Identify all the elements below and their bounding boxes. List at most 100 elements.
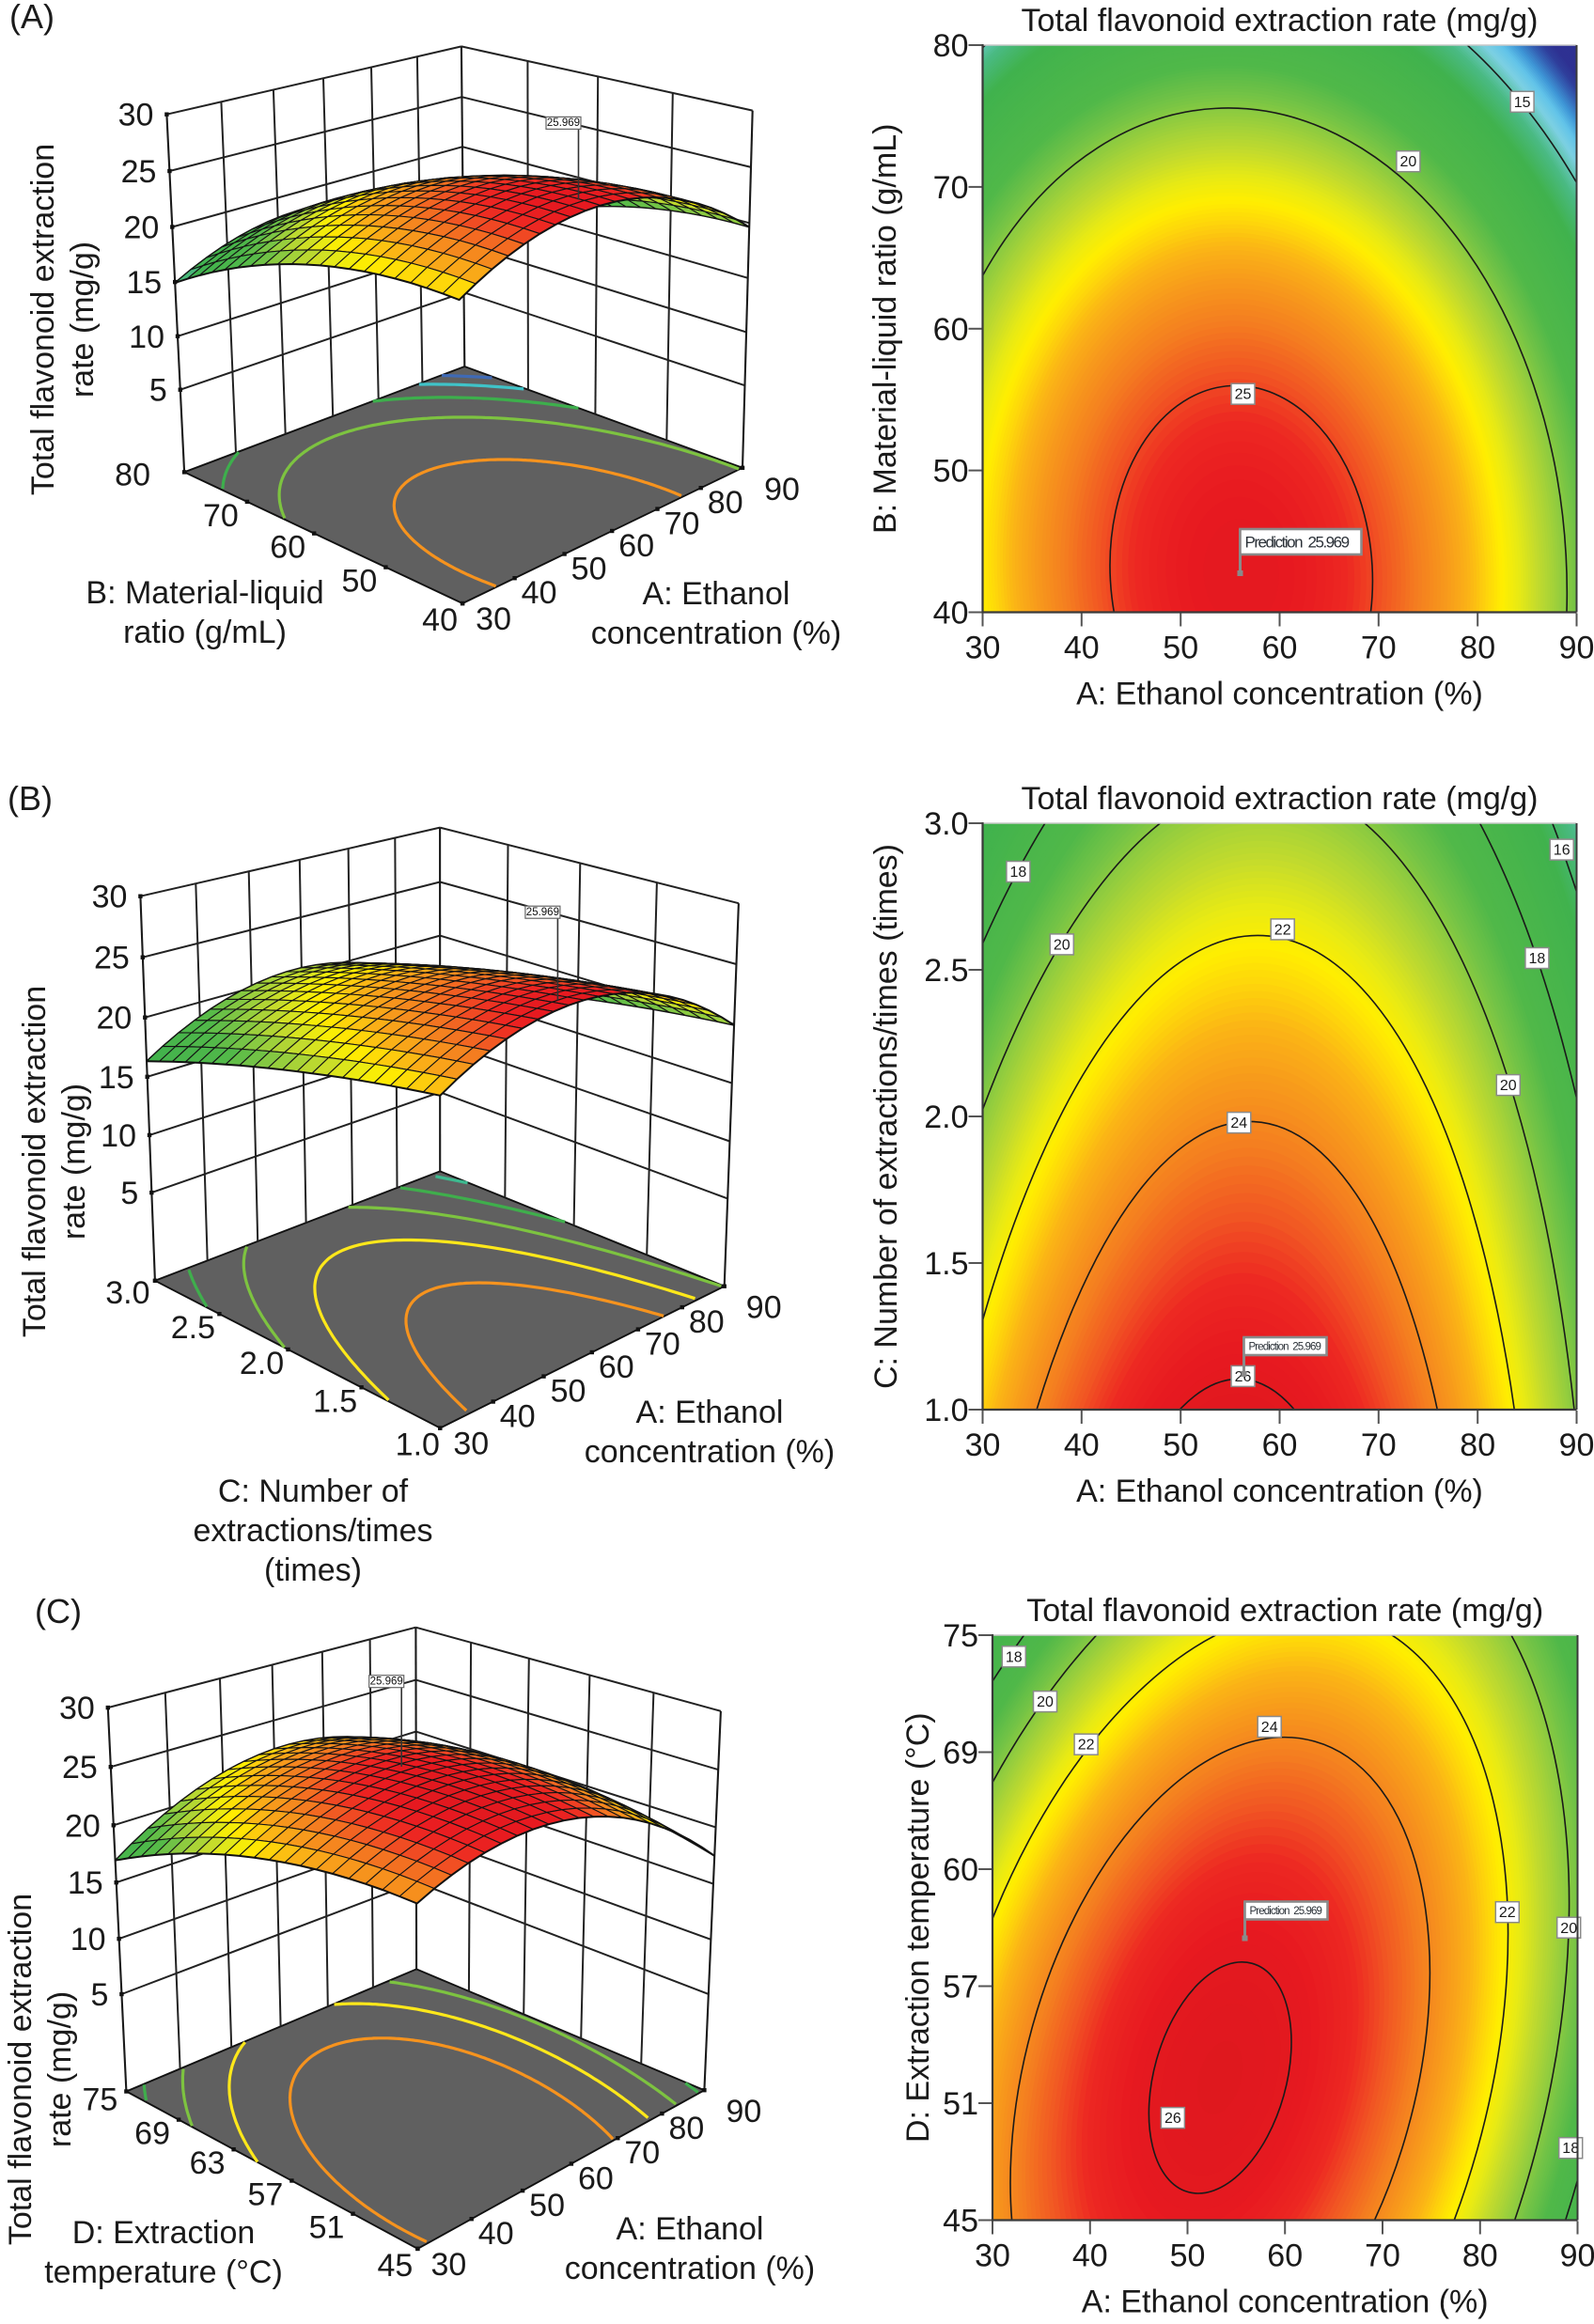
svg-text:(C): (C) (35, 1592, 82, 1630)
svg-text:80: 80 (668, 2111, 704, 2146)
svg-text:45: 45 (377, 2248, 413, 2284)
svg-text:20: 20 (1560, 1921, 1577, 1937)
svg-text:50: 50 (933, 454, 969, 490)
svg-text:40: 40 (422, 602, 458, 638)
svg-text:30: 30 (92, 880, 128, 915)
svg-text:40: 40 (522, 575, 557, 611)
svg-text:60: 60 (599, 1349, 634, 1385)
svg-text:extractions/times: extractions/times (193, 1513, 432, 1549)
svg-text:B: Material-liquid: B: Material-liquid (86, 575, 323, 611)
svg-text:90: 90 (726, 2094, 761, 2129)
svg-text:80: 80 (1460, 1427, 1495, 1463)
svg-text:50: 50 (551, 1374, 586, 1410)
svg-text:(A): (A) (9, 0, 55, 36)
svg-text:30: 30 (453, 1427, 489, 1462)
svg-text:Prediction 25.969: Prediction 25.969 (1249, 1342, 1321, 1353)
svg-text:20: 20 (65, 1808, 101, 1844)
svg-text:50: 50 (529, 2188, 565, 2223)
svg-text:20: 20 (123, 211, 159, 246)
svg-text:A: Ethanol concentration (%): A: Ethanol concentration (%) (1076, 1474, 1483, 1509)
svg-text:18: 18 (1010, 865, 1027, 881)
svg-text:B: Material-liquid ratio (g/mL: B: Material-liquid ratio (g/mL) (867, 124, 903, 534)
svg-text:24: 24 (1230, 1115, 1247, 1131)
svg-text:25: 25 (94, 941, 130, 976)
svg-text:16: 16 (1554, 843, 1571, 859)
svg-text:A: Ethanol: A: Ethanol (643, 576, 790, 612)
svg-text:60: 60 (618, 528, 654, 564)
svg-text:rate (mg/g): rate (mg/g) (56, 1084, 92, 1240)
svg-text:80: 80 (115, 457, 150, 492)
svg-text:20: 20 (96, 1001, 132, 1037)
svg-text:25: 25 (62, 1750, 98, 1786)
svg-text:rate (mg/g): rate (mg/g) (65, 242, 101, 398)
svg-text:70: 70 (645, 1327, 680, 1363)
svg-text:57: 57 (247, 2177, 283, 2213)
svg-text:2.5: 2.5 (171, 1310, 215, 1346)
svg-text:90: 90 (1559, 631, 1594, 666)
svg-text:Total flavonoid extraction rat: Total flavonoid extraction rate (mg/g) (1022, 3, 1539, 39)
svg-text:25.969: 25.969 (547, 117, 580, 129)
svg-text:40: 40 (1072, 2238, 1108, 2274)
svg-text:90: 90 (764, 472, 800, 507)
svg-text:51: 51 (309, 2210, 345, 2246)
svg-text:90: 90 (746, 1290, 782, 1326)
svg-text:63: 63 (190, 2145, 226, 2181)
svg-text:Prediction 25.969: Prediction 25.969 (1250, 1906, 1322, 1917)
svg-text:25: 25 (121, 154, 157, 190)
svg-text:2.0: 2.0 (240, 1346, 284, 1381)
svg-text:90: 90 (1559, 1427, 1594, 1463)
svg-text:18: 18 (1562, 2141, 1579, 2157)
svg-text:60: 60 (933, 312, 969, 348)
svg-text:30: 30 (975, 2238, 1010, 2274)
svg-text:24: 24 (1261, 1720, 1278, 1736)
svg-text:Total flavonoid extraction: Total flavonoid extraction (25, 144, 61, 495)
svg-text:D: Extraction: D: Extraction (72, 2215, 256, 2251)
svg-text:1.0: 1.0 (396, 1427, 440, 1463)
svg-text:temperature (°C): temperature (°C) (44, 2254, 283, 2290)
svg-text:10: 10 (70, 1922, 106, 1957)
svg-text:concentration (%): concentration (%) (585, 1434, 835, 1470)
svg-text:70: 70 (933, 170, 969, 206)
svg-text:15: 15 (99, 1060, 134, 1096)
svg-text:60: 60 (943, 1852, 978, 1888)
svg-text:18: 18 (1006, 1649, 1023, 1665)
svg-text:Prediction 25.969: Prediction 25.969 (1245, 534, 1350, 552)
svg-text:50: 50 (1163, 1427, 1198, 1463)
svg-text:30: 30 (59, 1691, 95, 1726)
svg-text:concentration (%): concentration (%) (565, 2251, 815, 2286)
svg-text:15: 15 (68, 1865, 103, 1901)
svg-text:A: Ethanol: A: Ethanol (636, 1395, 784, 1430)
svg-text:10: 10 (101, 1118, 136, 1154)
svg-text:80: 80 (1460, 631, 1495, 666)
svg-text:69: 69 (134, 2116, 170, 2152)
svg-text:C: Number of extractions/times: C: Number of extractions/times (times) (868, 844, 904, 1389)
svg-text:Total flavonoid extraction rat: Total flavonoid extraction rate (mg/g) (1022, 781, 1539, 817)
svg-text:10: 10 (129, 320, 164, 355)
svg-text:50: 50 (571, 552, 607, 587)
svg-text:60: 60 (1262, 631, 1298, 666)
svg-text:A: Ethanol concentration (%): A: Ethanol concentration (%) (1082, 2285, 1489, 2320)
svg-text:5: 5 (120, 1176, 138, 1211)
svg-text:(times): (times) (264, 1552, 362, 1588)
svg-text:40: 40 (478, 2216, 514, 2252)
svg-text:25: 25 (1235, 387, 1252, 403)
svg-text:40: 40 (1064, 1427, 1100, 1463)
svg-text:60: 60 (578, 2161, 614, 2197)
svg-text:50: 50 (341, 564, 377, 600)
svg-text:15: 15 (1514, 95, 1531, 111)
svg-text:26: 26 (1164, 2111, 1181, 2127)
svg-text:30: 30 (965, 631, 1001, 666)
svg-text:ratio (g/mL): ratio (g/mL) (123, 615, 287, 650)
svg-text:57: 57 (943, 1970, 978, 2005)
svg-text:1.0: 1.0 (924, 1393, 968, 1428)
svg-text:40: 40 (1064, 631, 1100, 666)
svg-text:Total flavonoid extraction: Total flavonoid extraction (17, 986, 53, 1337)
svg-text:20: 20 (1054, 937, 1070, 953)
svg-text:26: 26 (1235, 1369, 1252, 1385)
svg-text:20: 20 (1037, 1694, 1054, 1710)
svg-text:D: Extraction temperature (°C): D: Extraction temperature (°C) (900, 1712, 936, 2143)
svg-text:Total flavonoid extraction: Total flavonoid extraction (3, 1894, 39, 2245)
svg-text:2.0: 2.0 (924, 1100, 968, 1135)
svg-text:30: 30 (118, 98, 154, 133)
svg-text:rate (mg/g): rate (mg/g) (42, 1991, 78, 2147)
